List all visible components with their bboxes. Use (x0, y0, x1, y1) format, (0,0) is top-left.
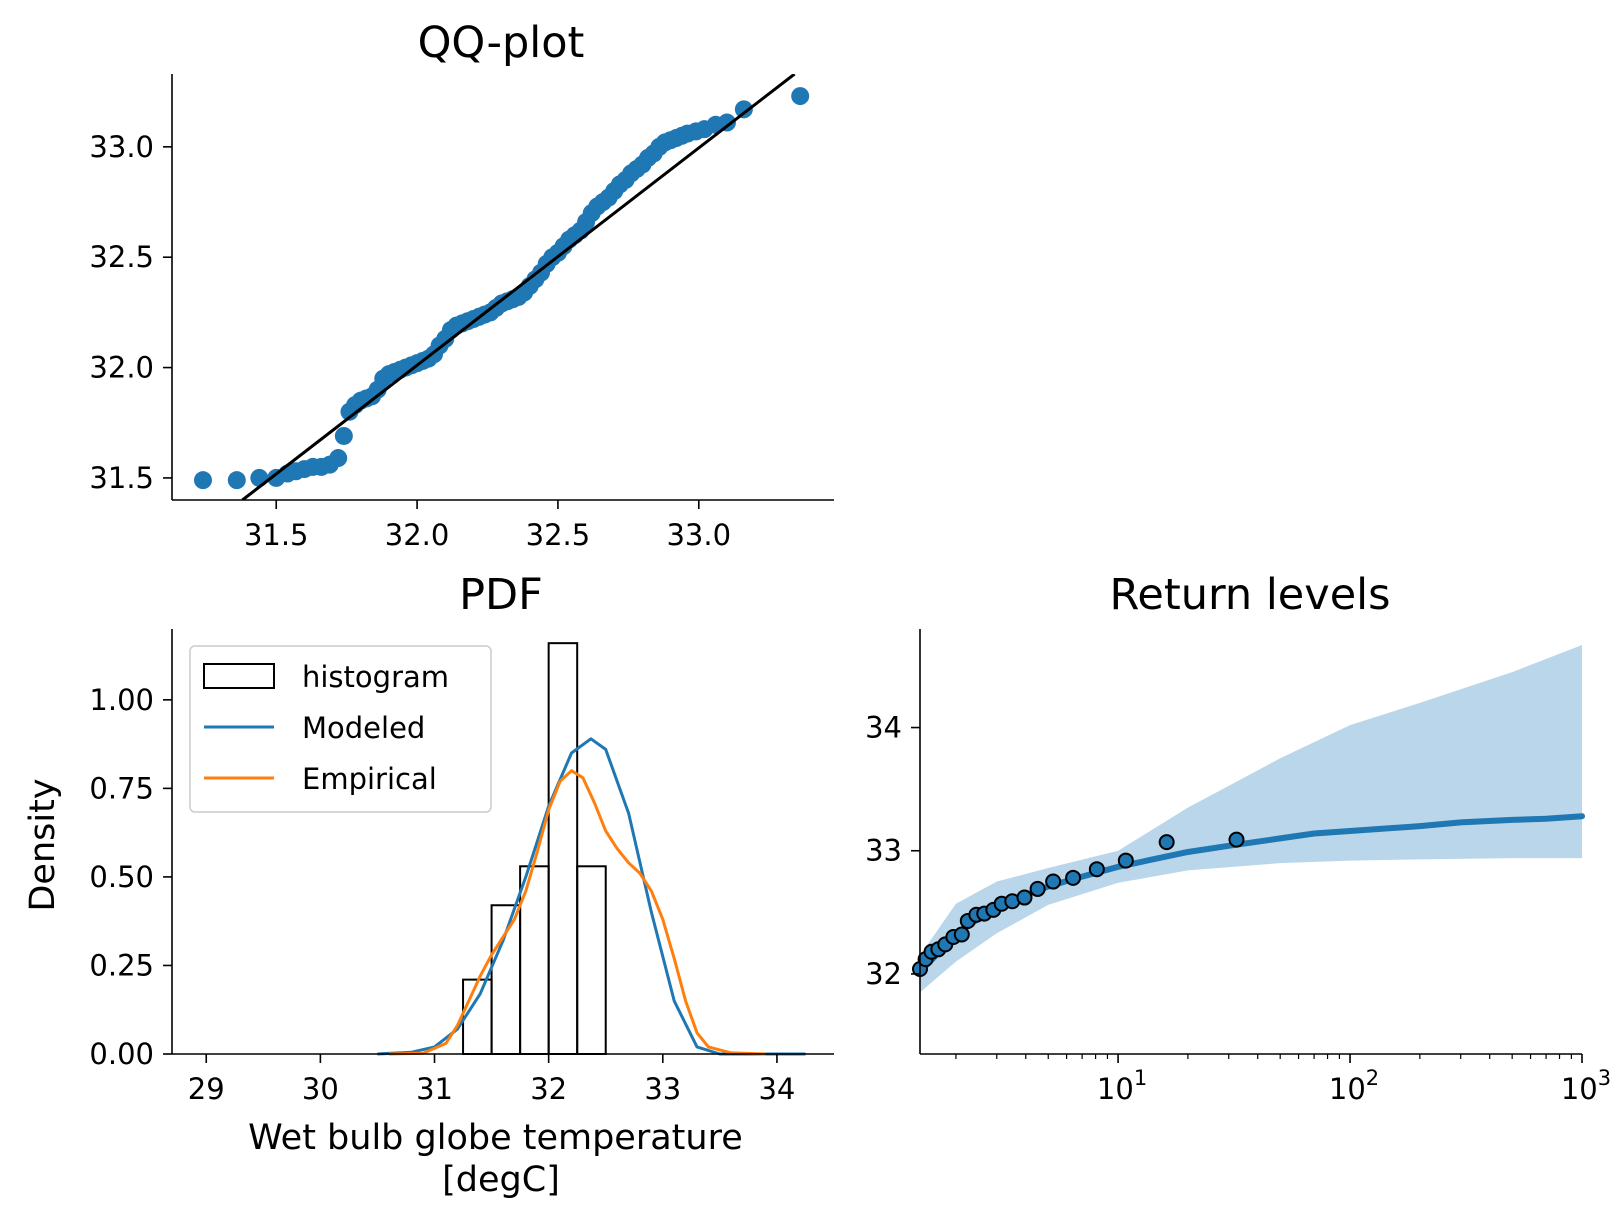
observed-return-level-point (1065, 869, 1082, 886)
pdf-panel: PDF 29 30 31 32 33 34 0.00 0.25 0.50 0.75 1.00 Den… (23, 570, 834, 1200)
qq-y-tick-label: 32.0 (89, 351, 154, 385)
return-levels-panel: Return levels 32 33 34 101 102 103 (865, 570, 1611, 1106)
pdf-y-tick-label: 0.25 (89, 948, 154, 982)
rl-y-tick-label: 33 (865, 834, 902, 868)
pdf-y-axis-label: Density (23, 778, 63, 911)
qq-axes: 31.5 32.0 32.5 33.0 31.5 32.0 32.5 33.0 (89, 74, 834, 552)
histogram-bar (462, 978, 493, 1055)
observed-return-level-point (953, 926, 970, 943)
qq-y-tick-label: 33.0 (89, 130, 154, 164)
rl-y-tick-label: 34 (865, 711, 902, 745)
qq-y-tick-label: 31.5 (89, 461, 154, 495)
pdf-x-axis-label-line2: [degC] (442, 1160, 560, 1200)
pdf-x-axis-label: Wet bulb globe temperature [degC] (248, 1118, 754, 1200)
qq-y-tick-label: 32.5 (89, 240, 154, 274)
histogram-bar (490, 904, 522, 1055)
qq-point (717, 113, 736, 132)
qq-point (334, 426, 353, 445)
qq-point (250, 468, 269, 487)
observed-return-level-point (1088, 861, 1105, 878)
qq-reference-line (241, 74, 796, 500)
pdf-legend: histogram Modeled Empirical (189, 645, 492, 813)
legend-histogram-swatch (203, 663, 275, 689)
observed-return-level-point (1016, 889, 1033, 906)
observed-return-level-point (1228, 831, 1245, 848)
legend-empirical-label: Empirical (302, 762, 437, 796)
observed-return-level-point (1117, 852, 1134, 869)
qq-point (791, 87, 810, 106)
rl-y-tick-label: 32 (865, 957, 902, 991)
pdf-y-tick-label: 0.75 (89, 771, 154, 805)
legend-histogram-label: histogram (302, 660, 449, 694)
legend-modeled-label: Modeled (302, 711, 425, 745)
confidence-band (920, 645, 1582, 993)
pdf-x-axis-label-line1: Wet bulb globe temperature (248, 1118, 743, 1158)
pdf-x-tick-label: 31 (416, 1072, 453, 1106)
pdf-y-tick-label: 0.50 (89, 860, 154, 894)
pdf-x-tick-label: 33 (644, 1072, 681, 1106)
pdf-axes: 29 30 31 32 33 34 0.00 0.25 0.50 0.75 1.00 (89, 629, 834, 1106)
qq-plot-panel: QQ-plot 31.5 32.0 32.5 33.0 31.5 32.0 32.5 33.0 (89, 18, 834, 552)
rl-x-tick-label: 103 (1561, 1066, 1611, 1106)
qq-x-tick-label: 31.5 (244, 518, 309, 552)
qq-plot-title: QQ-plot (418, 18, 585, 68)
return-levels-title: Return levels (1109, 570, 1390, 620)
pdf-x-tick-label: 30 (302, 1072, 339, 1106)
qq-data-marks (193, 74, 810, 500)
pdf-x-tick-label: 29 (188, 1072, 225, 1106)
qq-point (329, 449, 348, 468)
observed-return-level-point (1158, 834, 1175, 851)
pdf-x-tick-label: 34 (758, 1072, 795, 1106)
qq-point (193, 471, 212, 490)
observed-return-level-point (1029, 880, 1046, 897)
qq-x-tick-label: 32.0 (385, 518, 450, 552)
pdf-y-tick-label: 0.00 (89, 1037, 154, 1071)
return-levels-data-marks (912, 645, 1585, 993)
qq-point (734, 100, 753, 119)
observed-return-level-point (1045, 873, 1062, 890)
qq-x-tick-label: 32.5 (526, 518, 591, 552)
qq-x-tick-label: 33.0 (666, 518, 731, 552)
pdf-y-tick-label: 1.00 (89, 683, 154, 717)
rl-x-tick-label: 101 (1097, 1066, 1147, 1106)
histogram-bar (576, 865, 607, 1056)
pdf-title: PDF (459, 570, 543, 620)
return-levels-axes: 32 33 34 101 102 103 (865, 629, 1611, 1106)
pdf-x-tick-label: 32 (530, 1072, 567, 1106)
rl-x-tick-label: 102 (1329, 1066, 1379, 1106)
empirical-density-line (388, 769, 766, 1056)
qq-point (227, 471, 246, 490)
histogram-bar (547, 642, 579, 1056)
